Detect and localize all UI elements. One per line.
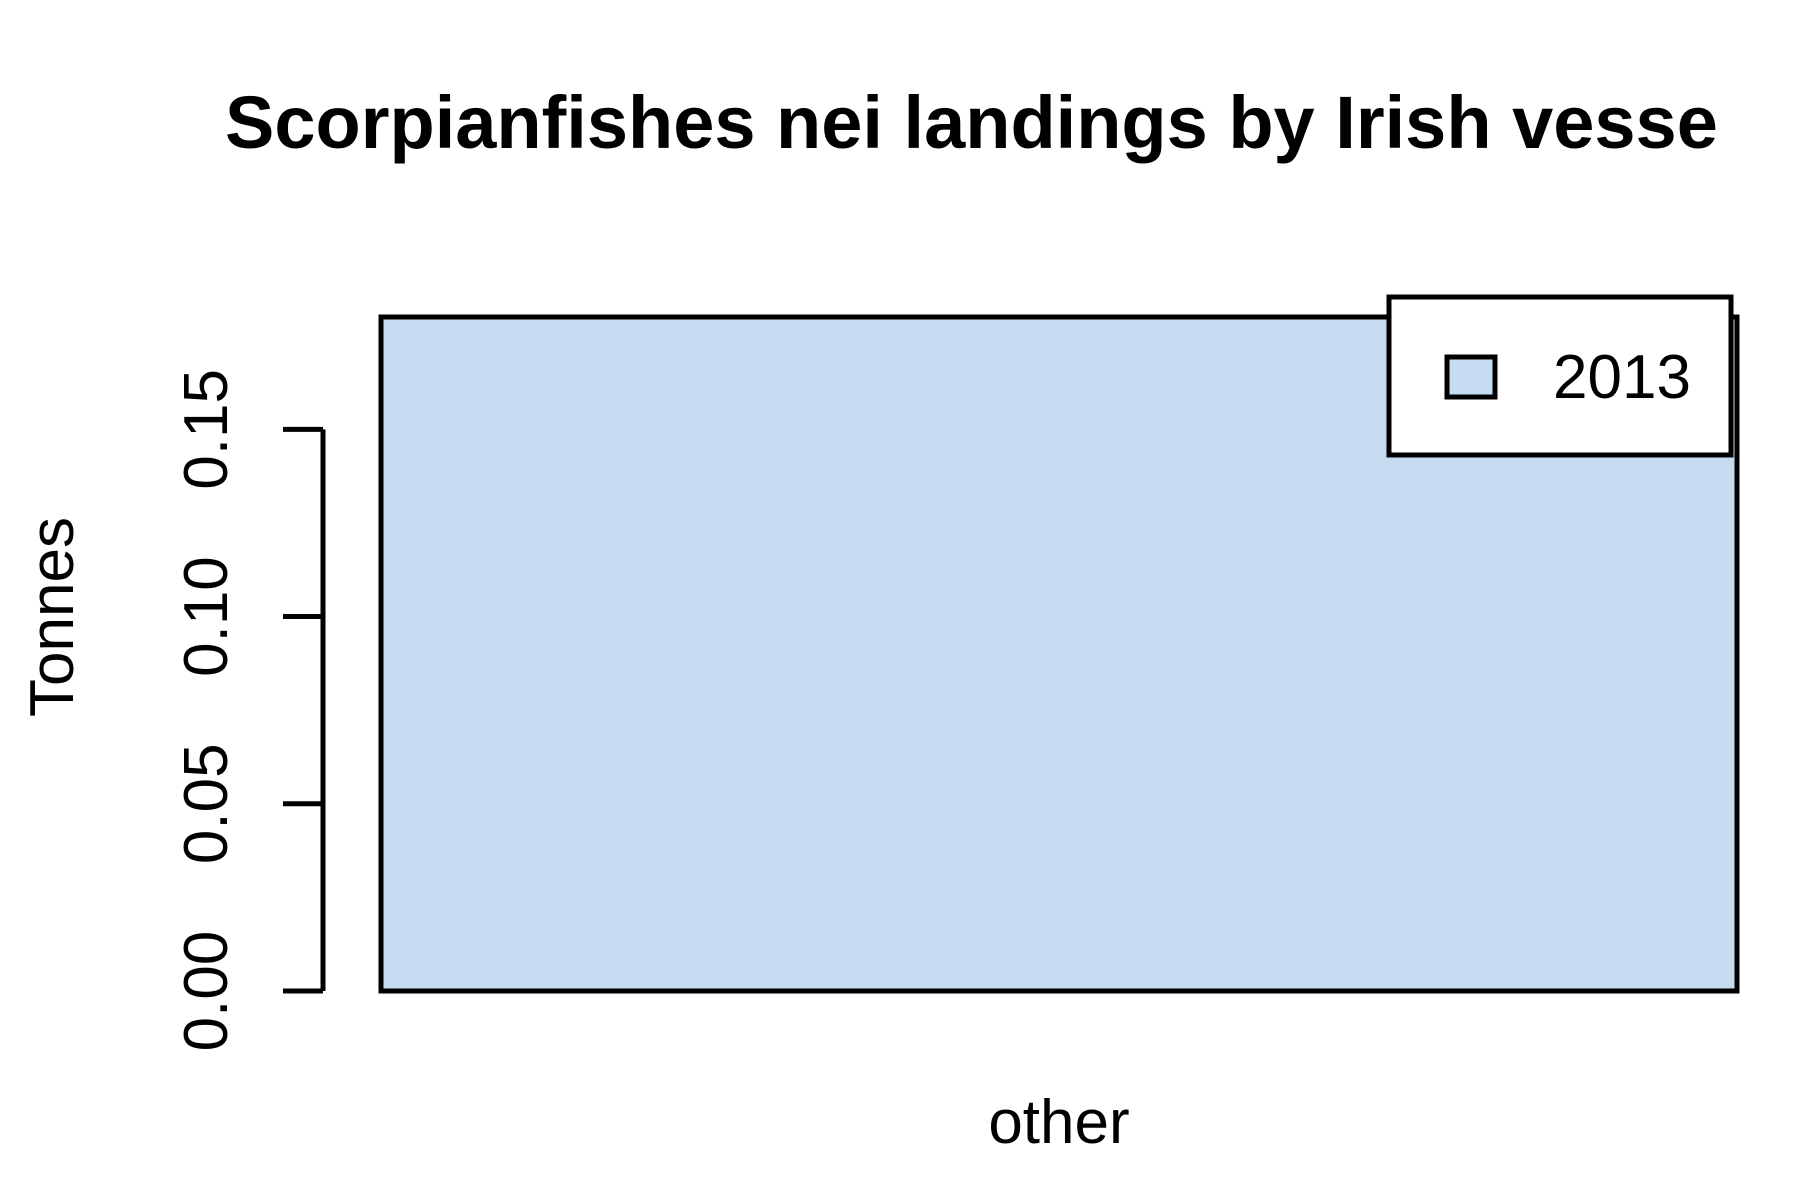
legend: 2013	[1386, 294, 1734, 458]
y-axis-label: Tonnes	[18, 517, 87, 717]
y-tick-label: 0.00	[172, 931, 241, 1052]
y-tick-label: 0.05	[172, 743, 241, 864]
chart-title: Scorpianfishes nei landings by Irish ves…	[225, 81, 1718, 164]
x-axis-labels: other	[988, 1088, 1129, 1157]
legend-entries: 2013	[1444, 343, 1691, 412]
legend-label: 2013	[1553, 343, 1691, 412]
x-tick-label: other	[988, 1088, 1129, 1157]
y-tick-label: 0.10	[172, 556, 241, 677]
legend-swatch	[1444, 354, 1498, 400]
y-axis: 0.00 0.05 0.10 0.15	[172, 369, 326, 1052]
y-tick-label: 0.15	[172, 369, 241, 490]
